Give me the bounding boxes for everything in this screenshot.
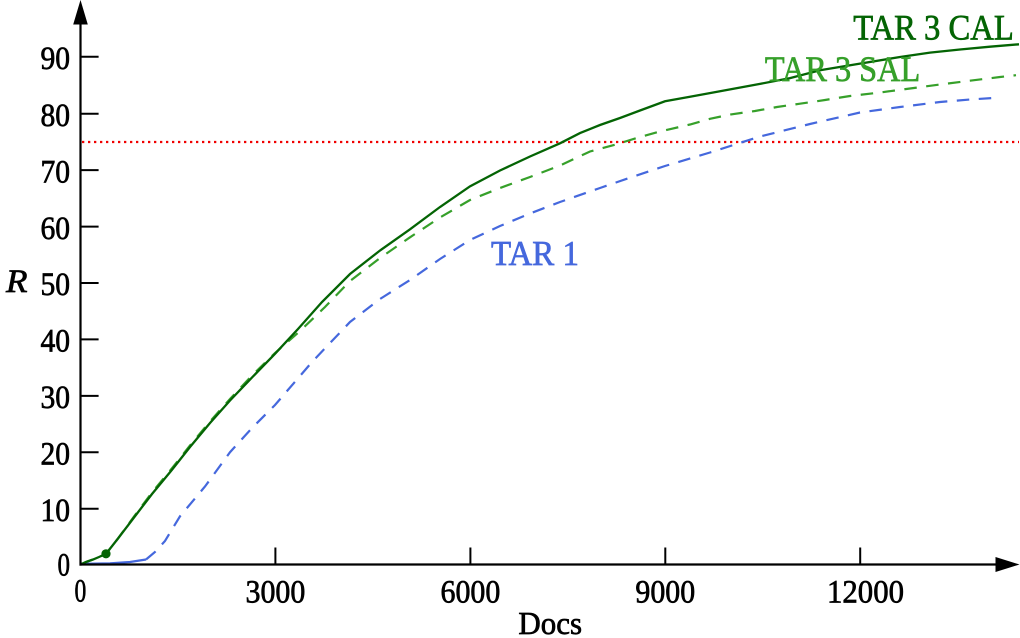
svg-text:60: 60: [41, 211, 71, 247]
svg-text:30: 30: [41, 380, 71, 416]
svg-text:40: 40: [41, 324, 71, 360]
svg-text:90: 90: [41, 41, 71, 77]
svg-text:Docs: Docs: [518, 605, 582, 638]
svg-text:R: R: [5, 264, 28, 300]
svg-text:10: 10: [41, 493, 71, 529]
svg-text:80: 80: [41, 98, 71, 134]
svg-text:0: 0: [58, 548, 71, 584]
svg-text:20: 20: [41, 437, 71, 473]
svg-text:TAR 1: TAR 1: [491, 234, 579, 273]
svg-text:50: 50: [41, 267, 71, 303]
svg-text:12000: 12000: [827, 575, 904, 611]
svg-text:70: 70: [41, 154, 71, 190]
svg-text:TAR 3 CAL: TAR 3 CAL: [853, 7, 1014, 47]
svg-text:6000: 6000: [441, 575, 501, 611]
svg-text:9000: 9000: [635, 575, 695, 611]
svg-text:TAR 3 SAL: TAR 3 SAL: [765, 49, 920, 89]
svg-text:0: 0: [75, 574, 87, 610]
svg-text:3000: 3000: [246, 575, 306, 611]
